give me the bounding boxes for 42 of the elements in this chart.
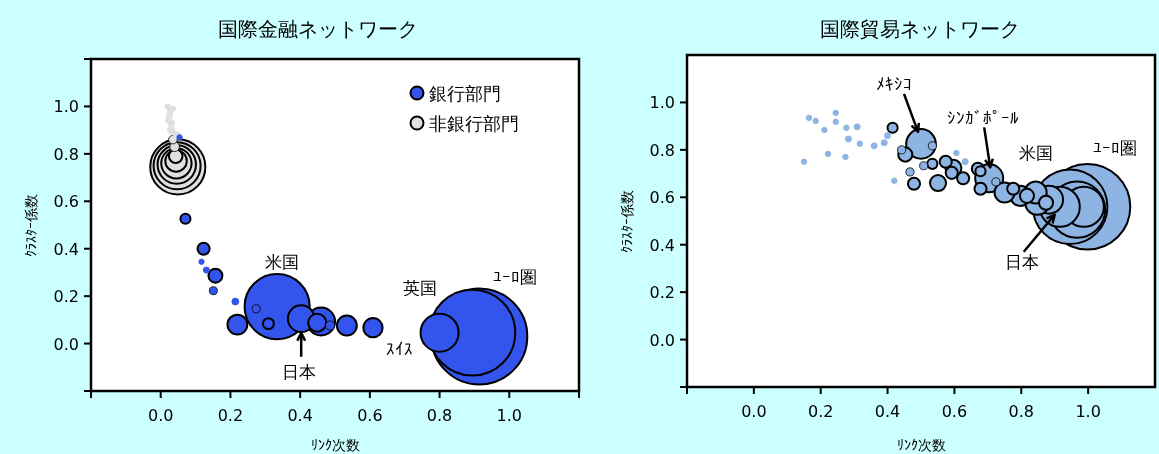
x-tick-label: 0.2 <box>217 406 244 425</box>
annotation: ｽｲｽ <box>386 338 414 359</box>
x-tick-label: 0.6 <box>357 406 383 425</box>
annotation: ﾕｰﾛ圏 <box>493 267 538 288</box>
y-axis-title: ｸﾗｽﾀｰ係数 <box>619 189 635 253</box>
legend-label: 銀行部門 <box>429 83 501 104</box>
x-tick-label: 0.2 <box>807 402 834 421</box>
y-tick-label: 0.8 <box>53 144 79 164</box>
annotation: ｼﾝｶﾞﾎﾟｰﾙ <box>947 108 1020 129</box>
annotation: ﾕｰﾛ圏 <box>1093 137 1138 158</box>
x-tick-label: 1.0 <box>1075 402 1101 421</box>
annotation: 日本 <box>282 361 317 382</box>
y-tick-label: 0.2 <box>649 283 675 303</box>
annotation: 英国 <box>403 277 438 298</box>
chart-title: 国際金融ネットワーク <box>218 17 418 41</box>
y-tick-label: 0.8 <box>649 140 675 160</box>
annotation: 米国 <box>265 251 300 272</box>
y-tick-label: 0.6 <box>649 188 675 208</box>
x-tick-label: 0.0 <box>741 402 767 421</box>
x-tick-label: 0.6 <box>941 402 968 421</box>
x-tick-label: 0.0 <box>147 406 174 425</box>
y-tick-label: 0.4 <box>53 239 79 259</box>
y-tick-label: 0.0 <box>649 330 675 350</box>
y-axis-title: ｸﾗｽﾀｰ係数 <box>23 193 39 257</box>
legend-label: 非銀行部門 <box>429 113 519 134</box>
annotation: 米国 <box>1019 142 1054 163</box>
y-tick-label: 0.0 <box>53 334 79 354</box>
x-tick-label: 0.4 <box>874 402 901 421</box>
x-tick-label: 1.0 <box>496 406 523 425</box>
x-tick-label: 0.8 <box>426 406 453 425</box>
y-tick-label: 1.0 <box>649 93 675 113</box>
x-axis-title: ﾘﾝｸ次数 <box>310 437 360 453</box>
annotation: ﾒｷｼｺ <box>876 73 912 94</box>
x-axis-title: ﾘﾝｸ次数 <box>896 437 946 453</box>
y-tick-label: 0.2 <box>53 287 79 307</box>
y-tick-label: 0.6 <box>53 192 79 212</box>
x-tick-label: 0.4 <box>287 406 313 425</box>
y-tick-label: 1.0 <box>53 97 79 117</box>
y-tick-label: 0.4 <box>649 235 675 255</box>
annotation: 日本 <box>1004 251 1039 272</box>
x-tick-label: 0.8 <box>1008 402 1035 421</box>
chart-title: 国際貿易ネットワーク <box>820 17 1020 41</box>
